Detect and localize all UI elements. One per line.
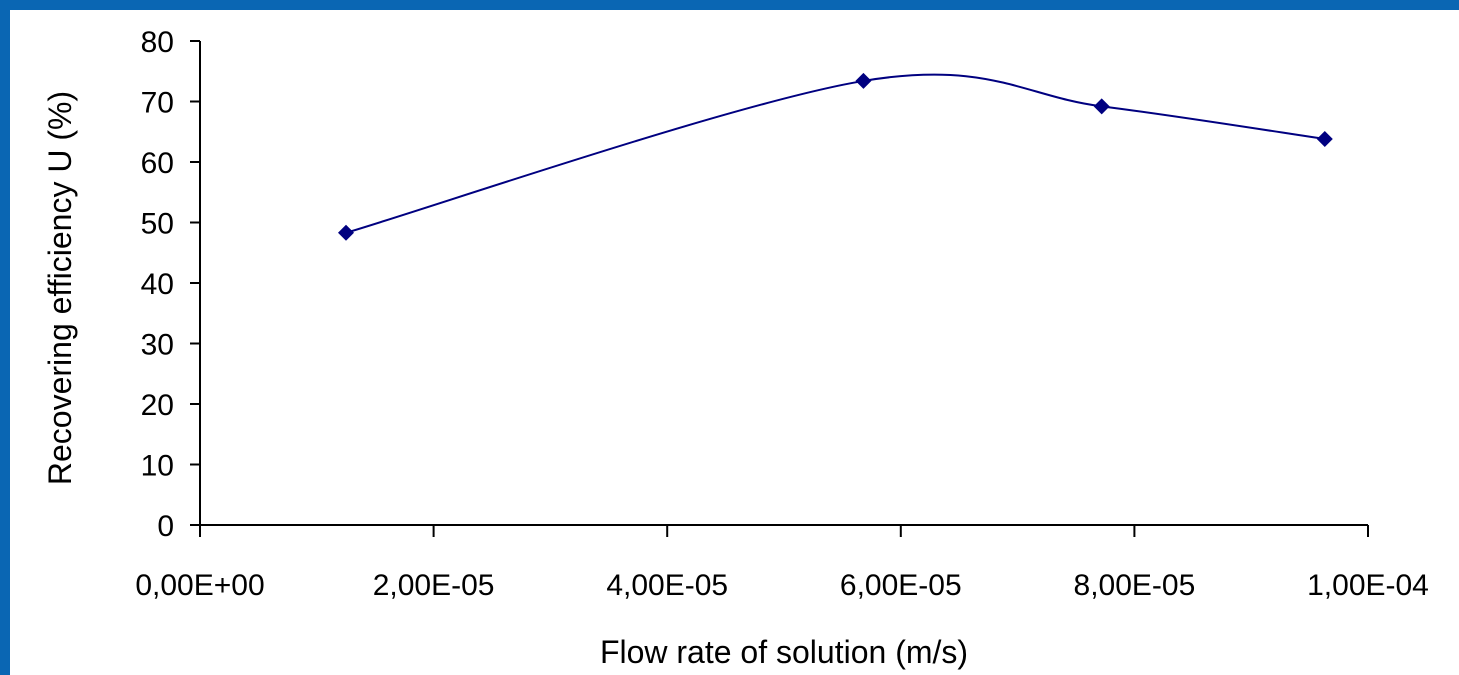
- x-tick-label: 8,00E-05: [1074, 569, 1196, 602]
- y-tick-label: 0: [157, 510, 174, 543]
- y-tick-label: 70: [141, 87, 174, 120]
- x-tick-label: 1,00E-04: [1307, 569, 1429, 602]
- data-point-marker: [1316, 131, 1333, 148]
- series-group: [338, 72, 1333, 241]
- data-point-marker: [1093, 98, 1110, 115]
- data-point-marker: [338, 224, 354, 241]
- x-tick-label: 4,00E-05: [606, 569, 728, 602]
- x-tick-label: 2,00E-05: [373, 569, 495, 602]
- x-axis-ticks: 0,00E+00 2,00E-05 4,00E-05 6,00E-05 8,00E-05…: [135, 525, 1429, 602]
- y-tick-label: 80: [141, 26, 174, 59]
- y-tick-label: 20: [141, 389, 174, 422]
- y-axis-label: Recovering efficiency U (%): [42, 91, 78, 485]
- x-tick-label: 0,00E+00: [135, 569, 264, 602]
- x-tick-label: 6,00E-05: [840, 569, 962, 602]
- y-tick-label: 50: [141, 208, 174, 241]
- y-tick-label: 30: [141, 329, 174, 362]
- x-axis-label: Flow rate of solution (m/s): [600, 634, 968, 670]
- axes: [199, 41, 1368, 526]
- y-tick-label: 60: [141, 147, 174, 180]
- y-axis-ticks: 0 10 20 30 40 50 60 70 80: [141, 26, 200, 543]
- y-tick-label: 40: [141, 268, 174, 301]
- chart-frame: 0,00E+00 2,00E-05 4,00E-05 6,00E-05 8,00E-05…: [10, 10, 1459, 675]
- data-point-marker: [855, 72, 872, 89]
- series-line: [345, 73, 1325, 234]
- line-chart: 0,00E+00 2,00E-05 4,00E-05 6,00E-05 8,00E-05…: [42, 26, 1429, 670]
- y-tick-label: 10: [141, 450, 174, 483]
